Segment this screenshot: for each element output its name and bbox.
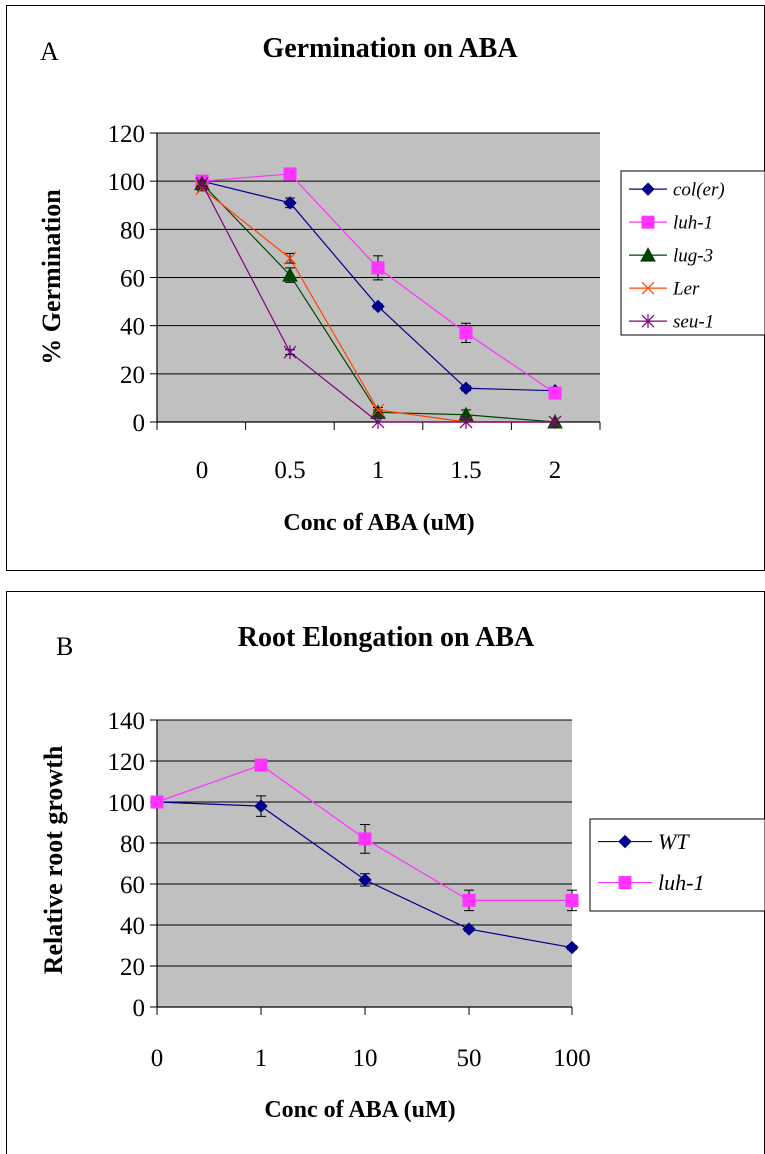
chart-title: Germination on ABA [262,33,518,64]
data-point-luh-1 [462,893,476,907]
y-tick-label: 0 [133,410,146,437]
data-point-col(er) [459,381,473,395]
y-tick-label: 20 [120,954,145,981]
y-tick-label: 40 [120,913,145,940]
panel-label: A [40,37,59,66]
y-tick-label: 100 [108,169,146,196]
x-tick-label: 2 [549,457,562,484]
data-point-col(er) [371,299,385,314]
legend-label: col(er) [673,179,725,200]
x-tick-label: 1 [255,1045,268,1072]
data-point-WT [358,873,372,887]
data-point-Ler [283,251,297,265]
data-point-luh-1 [254,758,268,772]
data-point-Ler [371,403,385,417]
data-point-seu-1 [548,415,562,429]
chart-title: Root Elongation on ABA [238,622,535,653]
legend-marker [641,314,655,329]
legend-marker [640,247,656,262]
x-tick-label: 10 [353,1045,378,1072]
x-tick-label: 1 [372,457,385,484]
y-tick-label: 120 [108,749,146,776]
legend-marker [618,876,632,890]
legend-label: luh-1 [673,212,713,233]
data-point-luh-1 [358,832,372,846]
x-tick-label: 0.5 [274,457,305,484]
data-point-Ler-stroke [283,251,297,265]
y-tick-label: 120 [108,121,146,148]
data-point-WT [254,799,268,813]
panel-label: B [56,632,73,661]
y-tick-label: 20 [120,362,145,389]
data-point-WT [565,940,579,955]
y-tick-label: 140 [108,708,146,735]
data-point-luh-1 [371,261,385,275]
legend-label: lug-3 [673,245,713,266]
data-point-seu-1 [195,176,209,191]
y-tick-label: 100 [108,790,146,817]
data-point-seu-1 [459,415,473,429]
x-tick-label: 100 [553,1045,591,1072]
data-point-luh-1 [150,795,164,809]
legend-marker-stroke [641,281,655,295]
y-axis-title: % Germination [37,189,66,365]
y-tick-label: 40 [120,314,145,341]
legend-marker [618,834,632,849]
legend-marker [641,182,655,196]
x-tick-label: 0 [151,1045,164,1072]
data-point-WT [462,922,476,936]
legend-label: WT [658,829,690,854]
data-point-seu-1 [371,415,385,429]
y-tick-label: 0 [133,995,146,1022]
x-tick-label: 1.5 [450,457,481,484]
y-tick-label: 60 [120,266,145,293]
x-axis-title: Conc of ABA (uM) [264,1097,455,1123]
data-point-luh-1 [565,893,579,907]
data-point-Ler-stroke [371,403,385,417]
legend-marker [641,215,655,229]
data-point-luh-1 [459,326,473,340]
legend-label: luh-1 [658,870,704,895]
y-tick-label: 60 [120,872,145,899]
data-point-seu-1 [283,345,297,360]
x-tick-label: 50 [457,1045,482,1072]
legend-marker [641,281,655,295]
data-point-luh-1 [548,386,562,400]
legend-box [589,818,765,912]
data-point-col(er) [283,196,297,210]
legend-label: seu-1 [673,311,714,332]
y-axis-title: Relative root growth [39,745,68,974]
data-point-luh-1 [283,167,297,181]
x-axis-title: Conc of ABA (uM) [283,510,474,536]
y-tick-label: 80 [120,217,145,244]
x-tick-label: 0 [196,457,209,484]
plot-area [157,720,572,1007]
data-point-lug-3 [282,267,298,282]
y-tick-label: 80 [120,831,145,858]
legend-label: Ler [672,278,700,299]
